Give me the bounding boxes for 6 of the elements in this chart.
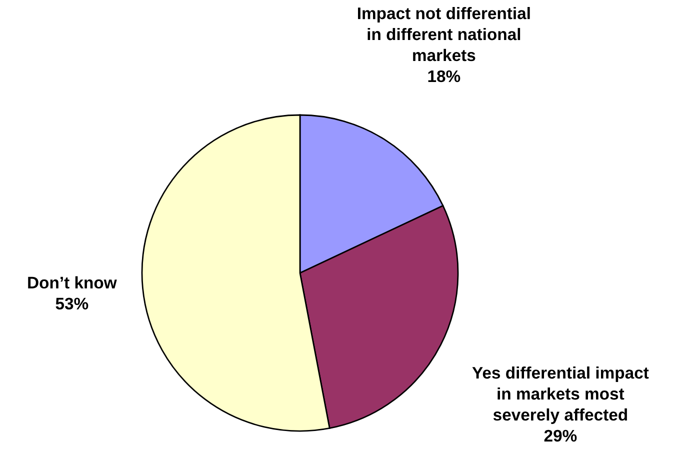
data-label: 29% <box>544 430 577 442</box>
data-label: 53% <box>56 298 88 310</box>
data-label: 18% <box>428 70 460 82</box>
slice-label: Don’t know <box>28 276 117 289</box>
slice-label: Yes differential impact in markets most severely affected <box>472 366 649 424</box>
slice-label: Impact not differential in different national markets <box>358 6 530 62</box>
